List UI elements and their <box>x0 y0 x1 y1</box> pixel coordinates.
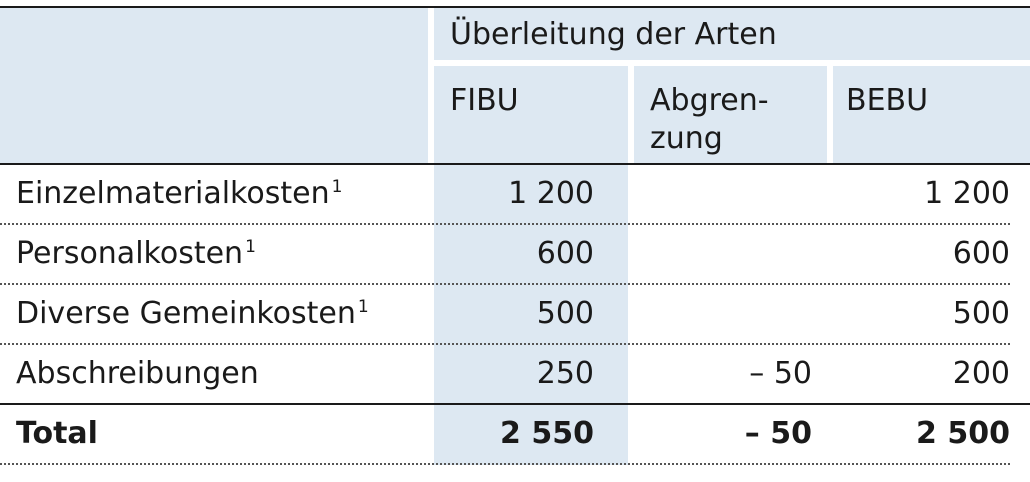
footnote-marker: 1 <box>245 237 256 257</box>
row-label: Personalkosten 1 <box>16 236 256 271</box>
top-rule <box>0 6 1030 8</box>
footnote-marker: 1 <box>357 297 369 317</box>
cell-bebu: 500 <box>952 296 1010 331</box>
cell-bebu: 600 <box>952 236 1010 271</box>
row-divider <box>0 223 1010 225</box>
column-header-bebu: BEBU <box>846 83 929 118</box>
total-rule <box>0 403 1030 405</box>
cell-fibu: 500 <box>536 296 594 331</box>
total-fibu: 2 550 <box>500 416 594 451</box>
row-label: Abschreibungen <box>16 356 259 391</box>
cell-bebu: 1 200 <box>924 176 1010 211</box>
column-header-abgrenzung: Abgren- zung <box>650 83 769 156</box>
header-row-gap <box>434 60 1030 66</box>
total-abgrenzung: – 50 <box>744 416 812 451</box>
row-label: Diverse Gemeinkosten 1 <box>16 296 369 331</box>
total-bebu: 2 500 <box>916 416 1010 451</box>
cell-fibu: 250 <box>536 356 594 391</box>
cell-abgrenzung: – 50 <box>749 356 812 391</box>
cell-fibu: 1 200 <box>508 176 594 211</box>
column-header-fibu: FIBU <box>450 83 519 118</box>
group-header: Überleitung der Arten <box>450 17 777 52</box>
fibu-column-background <box>434 165 628 465</box>
total-label: Total <box>16 416 98 451</box>
row-divider <box>0 343 1010 345</box>
cell-bebu: 200 <box>952 356 1010 391</box>
header-col-gap <box>428 8 434 163</box>
row-label: Einzelmaterialkosten 1 <box>16 176 343 211</box>
footnote-marker: 1 <box>331 177 343 197</box>
cell-fibu: 600 <box>536 236 594 271</box>
row-divider <box>0 283 1010 285</box>
header-col-gap <box>827 66 833 163</box>
bottom-divider <box>0 463 1010 465</box>
header-col-gap <box>628 66 634 163</box>
header-rule <box>0 163 1030 165</box>
header-background <box>0 8 1030 163</box>
